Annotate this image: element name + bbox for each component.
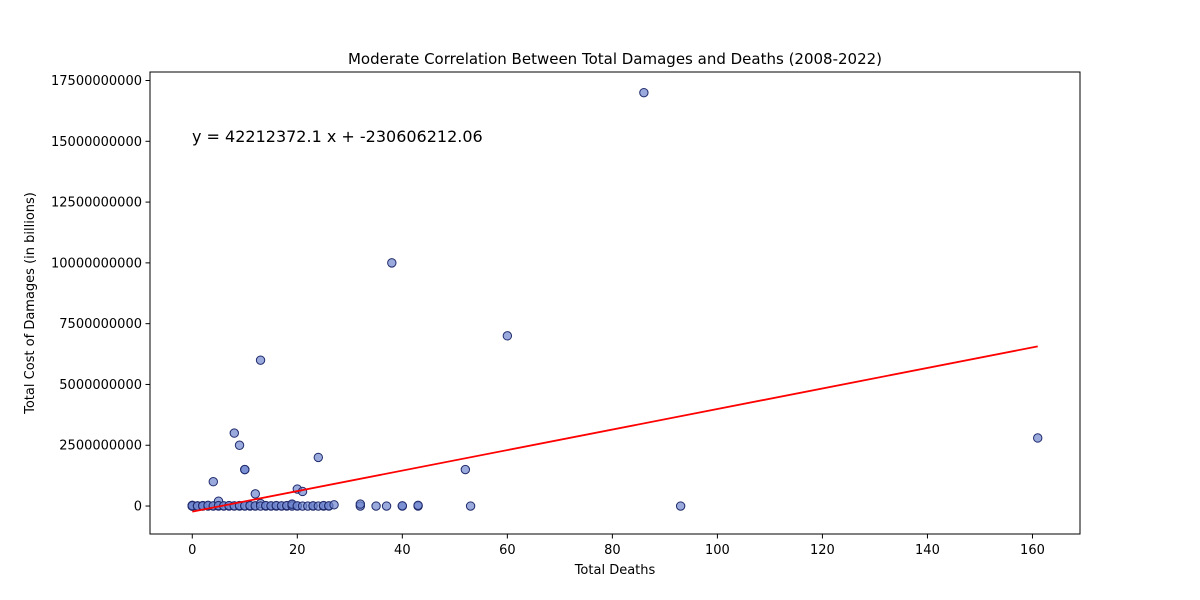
y-tick-label: 2500000000: [59, 439, 142, 454]
data-point: [413, 500, 423, 511]
data-point: [229, 428, 239, 438]
data-point: [460, 464, 471, 475]
y-axis-ticks: 0 2500000000 5000000000 7500000000 100000000…: [51, 74, 150, 515]
data-point: [329, 500, 339, 510]
x-tick-label: 60: [499, 543, 516, 558]
x-tick-label: 20: [289, 543, 306, 558]
y-tick-label: 0: [134, 500, 142, 515]
data-point: [234, 440, 245, 450]
data-point: [502, 331, 513, 341]
y-tick-label: 15000000000: [51, 135, 142, 150]
data-point: [397, 501, 408, 511]
x-tick-label: 140: [915, 543, 940, 558]
y-tick-label: 5000000000: [59, 378, 142, 393]
y-tick-label: 7500000000: [59, 317, 142, 332]
data-point: [675, 501, 686, 511]
data-point: [313, 452, 323, 463]
regression-line: [192, 345, 1038, 513]
data-point: [240, 464, 250, 475]
y-tick-label: 17500000000: [51, 74, 142, 89]
data-point: [371, 501, 381, 511]
plot-frame: [149, 71, 1081, 535]
regression-equation: y = 42212372.1 x + -230606212.06: [192, 127, 483, 146]
x-tick-label: 80: [604, 543, 621, 558]
x-tick-label: 0: [188, 543, 196, 558]
y-tick-label: 10000000000: [51, 256, 142, 271]
data-point: [1033, 433, 1043, 443]
data-point: [639, 87, 649, 98]
x-tick-label: 160: [1020, 543, 1045, 558]
x-axis-label: Total Deaths: [574, 563, 656, 578]
data-point: [208, 477, 218, 487]
data-point: [250, 489, 260, 499]
x-axis-ticks: 0 20 40 60 80 100 120 140 160: [188, 534, 1045, 558]
data-point: [381, 501, 392, 511]
x-tick-label: 120: [810, 543, 835, 558]
points-layer: [187, 87, 1043, 511]
data-point: [255, 355, 266, 365]
data-point: [465, 501, 476, 511]
data-point: [355, 499, 366, 509]
x-tick-label: 100: [705, 543, 730, 558]
y-axis-label: Total Cost of Damages (in billions): [23, 192, 38, 415]
x-tick-label: 40: [394, 543, 411, 558]
data-point: [387, 258, 397, 268]
chart-title: Moderate Correlation Between Total Damag…: [348, 50, 882, 68]
y-tick-label: 12500000000: [51, 196, 142, 211]
